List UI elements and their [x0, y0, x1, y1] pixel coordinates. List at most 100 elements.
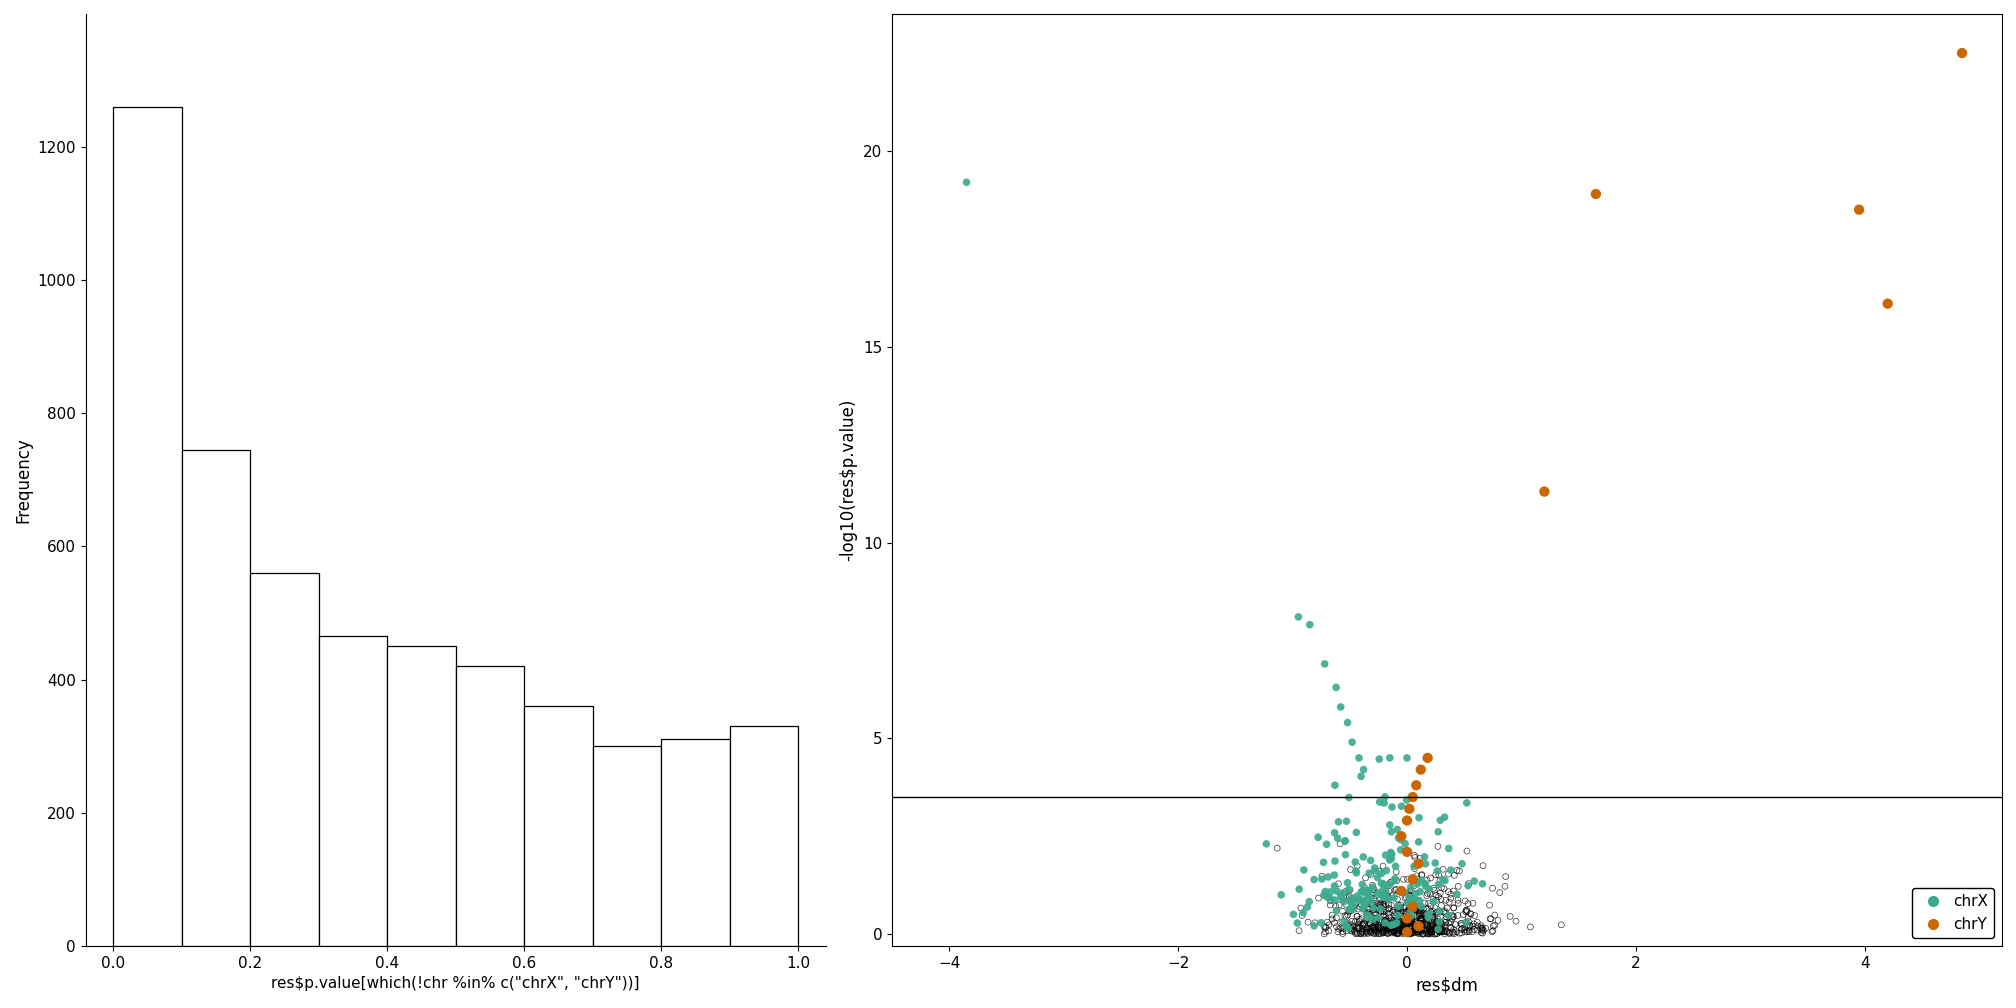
Point — [1413, 921, 1445, 937]
Point — [1375, 845, 1407, 861]
Point — [1415, 924, 1447, 940]
Point — [1435, 890, 1468, 906]
Point — [1308, 883, 1341, 899]
Point — [1437, 883, 1470, 899]
Point — [1401, 909, 1433, 925]
Point — [1367, 921, 1399, 937]
Point — [1490, 869, 1522, 885]
Point — [1327, 920, 1359, 936]
Point — [1383, 911, 1415, 927]
Point — [1381, 917, 1413, 933]
Point — [1371, 922, 1403, 938]
Point — [1443, 863, 1476, 879]
Point — [1411, 872, 1443, 888]
Point — [1335, 882, 1367, 898]
Point — [1320, 883, 1353, 899]
Point — [1435, 919, 1468, 935]
Point — [1399, 912, 1431, 928]
Point — [1363, 886, 1395, 902]
Point — [1429, 809, 1462, 826]
Point — [1391, 923, 1423, 939]
Point — [1367, 924, 1399, 940]
Point — [1528, 484, 1560, 500]
Point — [1391, 911, 1423, 927]
Point — [1385, 908, 1417, 924]
Point — [1359, 914, 1391, 930]
Point — [1391, 890, 1423, 906]
Point — [1335, 891, 1367, 907]
Point — [1407, 921, 1439, 937]
Point — [1329, 834, 1361, 850]
Point — [1405, 912, 1437, 928]
Point — [1347, 924, 1379, 940]
Point — [1843, 202, 1875, 218]
Point — [1375, 875, 1407, 891]
Point — [1452, 878, 1484, 894]
Point — [1419, 920, 1452, 936]
Point — [1393, 887, 1425, 903]
Point — [1431, 866, 1464, 882]
Point — [1413, 881, 1445, 897]
Point — [1403, 874, 1435, 890]
Point — [1393, 922, 1425, 938]
Point — [1397, 789, 1429, 805]
Point — [1363, 919, 1395, 935]
Point — [1417, 916, 1450, 932]
Point — [1353, 893, 1385, 909]
Point — [1468, 922, 1500, 938]
Point — [1405, 917, 1437, 933]
Point — [1304, 914, 1337, 930]
Point — [1359, 922, 1391, 938]
Point — [1945, 45, 1978, 61]
Point — [1427, 924, 1460, 940]
Point — [1427, 917, 1460, 933]
Point — [1333, 901, 1365, 917]
Point — [1359, 922, 1391, 938]
Point — [1433, 841, 1466, 857]
Point — [1421, 824, 1454, 840]
Point — [1399, 914, 1431, 930]
Point — [1393, 925, 1425, 941]
Point — [1425, 879, 1458, 895]
Point — [1363, 925, 1395, 941]
Point — [1423, 904, 1456, 920]
Point — [1403, 899, 1435, 915]
X-axis label: res$dm: res$dm — [1415, 976, 1478, 994]
Point — [1345, 892, 1377, 908]
Point — [1341, 917, 1373, 933]
Point — [1333, 917, 1365, 933]
Point — [1470, 920, 1502, 936]
Point — [1395, 910, 1427, 926]
Point — [1429, 903, 1462, 919]
Point — [1427, 871, 1460, 887]
Point — [1409, 916, 1441, 932]
Point — [1474, 911, 1506, 927]
Point — [1371, 889, 1403, 905]
Point — [1405, 872, 1437, 888]
Point — [1375, 923, 1407, 939]
Point — [1411, 917, 1443, 933]
Point — [1415, 918, 1447, 934]
Point — [1405, 898, 1437, 914]
Point — [1423, 872, 1456, 888]
Point — [1419, 900, 1452, 916]
Point — [1387, 917, 1419, 933]
Point — [1314, 884, 1347, 900]
Point — [1387, 923, 1419, 939]
Point — [1341, 908, 1373, 924]
Point — [1450, 921, 1482, 937]
Point — [1433, 894, 1466, 910]
Point — [1411, 750, 1443, 766]
Point — [1421, 914, 1454, 930]
Point — [1437, 923, 1470, 939]
Point — [1355, 911, 1387, 927]
Point — [1361, 888, 1393, 904]
Point — [1373, 918, 1405, 934]
Point — [1349, 880, 1381, 896]
Point — [1478, 917, 1510, 933]
Point — [1312, 917, 1345, 933]
Point — [1357, 879, 1389, 895]
Point — [1393, 883, 1425, 899]
Point — [1395, 908, 1427, 924]
Point — [1423, 917, 1456, 933]
